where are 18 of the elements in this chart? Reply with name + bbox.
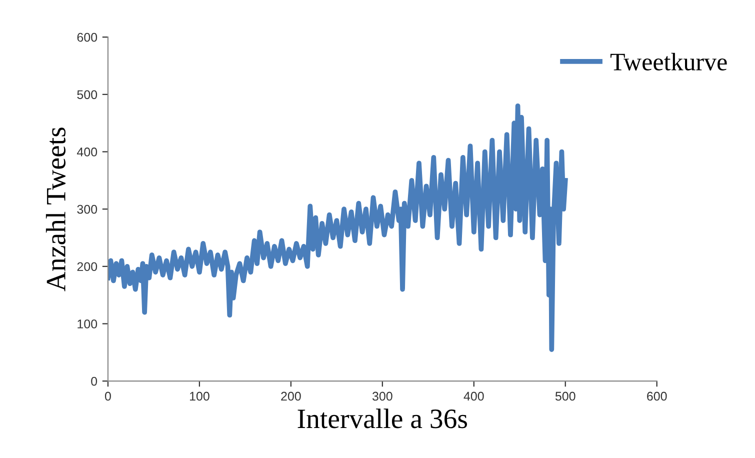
y-axis-title: Anzahl Tweets [46, 128, 66, 292]
x-tick-label: 600 [647, 392, 667, 401]
x-tick-label: 500 [555, 392, 576, 401]
y-tick-label: 100 [78, 320, 98, 328]
y-tick-label: 300 [77, 204, 98, 214]
x-tick-label: 300 [372, 392, 392, 401]
y-tick-label: 0 [91, 376, 98, 386]
line-series [108, 103, 568, 352]
x-tick-label: 200 [281, 392, 301, 401]
x-tick-label: 100 [190, 392, 210, 401]
x-axis-title: Intervalle a 36s [298, 408, 468, 428]
x-tick-label: 0 [104, 392, 111, 401]
legend-label: Tweetkurve [610, 52, 727, 70]
y-tick-label: 400 [76, 148, 98, 156]
y-tick-label: 200 [77, 262, 98, 272]
x-tick-label: 400 [464, 392, 484, 401]
y-tick-label: 600 [77, 32, 98, 42]
y-tick-label: 500 [77, 90, 98, 100]
